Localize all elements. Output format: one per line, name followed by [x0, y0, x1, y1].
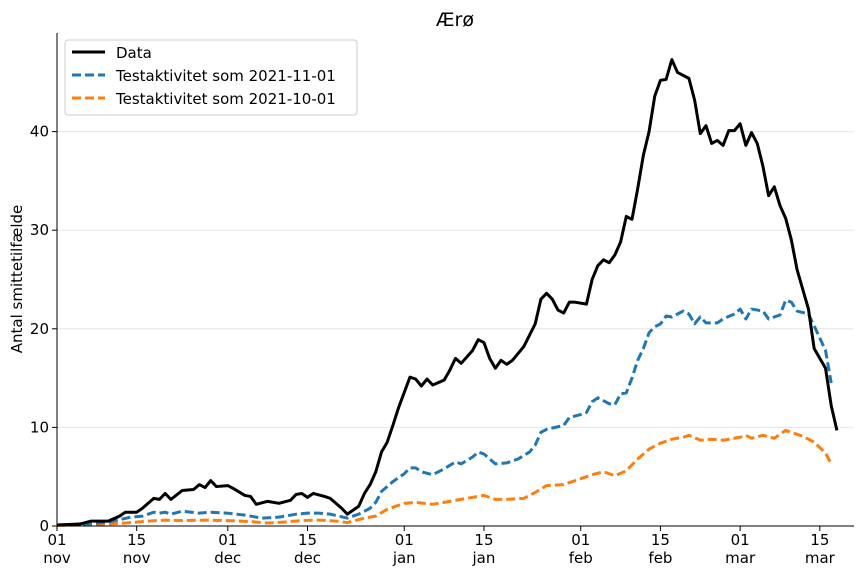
y-axis-label: Antal smittetilfælde: [8, 205, 26, 354]
chart-title: Ærø: [436, 9, 474, 31]
x-tick-label-day: 15: [810, 531, 829, 549]
y-tick-label: 0: [39, 517, 49, 535]
x-tick-label-day: 01: [395, 531, 414, 549]
legend-label-testaktivitet-2021-10-01: Testaktivitet som 2021-10-01: [115, 90, 336, 108]
series-line-data: [56, 58, 839, 527]
x-tick-label-day: 15: [651, 531, 670, 549]
x-tick-label-month: jan: [392, 549, 416, 567]
series-line-testaktivitet-som-2021-10-01: [56, 428, 833, 528]
y-tick-label: 30: [30, 221, 49, 239]
x-tick-label-month: mar: [805, 549, 836, 567]
x-tick-label-month: dec: [214, 549, 241, 567]
grid-lines: [57, 131, 854, 428]
x-tick-label-day: 15: [298, 531, 317, 549]
x-tick-label-day: 01: [47, 531, 66, 549]
legend-label-data: Data: [116, 44, 152, 62]
y-tick-label: 20: [30, 320, 49, 338]
x-tick-label-month: nov: [43, 549, 71, 567]
x-tick-label-month: feb: [648, 549, 672, 567]
legend-box: [64, 39, 358, 116]
x-tick-label-day: 01: [731, 531, 750, 549]
data-series: [56, 58, 839, 528]
x-tick-label-month: mar: [725, 549, 756, 567]
legend: Data Testaktivitet som 2021-11-01 Testak…: [64, 39, 358, 116]
y-tick-label: 10: [30, 418, 49, 436]
x-tick-label-day: 15: [474, 531, 493, 549]
x-tick-label-month: dec: [294, 549, 321, 567]
x-tick-label-month: feb: [569, 549, 593, 567]
y-tick-label: 40: [30, 123, 49, 141]
x-axis-ticks: 01nov15nov01dec15dec01jan15jan01feb15feb…: [43, 526, 836, 567]
y-axis-ticks: 0 10 20 30 40: [30, 123, 57, 535]
x-tick-label-month: nov: [123, 549, 151, 567]
x-tick-label-month: jan: [472, 549, 496, 567]
x-tick-label-day: 01: [571, 531, 590, 549]
x-tick-label-day: 15: [127, 531, 146, 549]
x-tick-label-day: 01: [218, 531, 237, 549]
series-line-testaktivitet-som-2021-11-01: [56, 298, 833, 527]
legend-label-testaktivitet-2021-11-01: Testaktivitet som 2021-11-01: [115, 67, 336, 85]
